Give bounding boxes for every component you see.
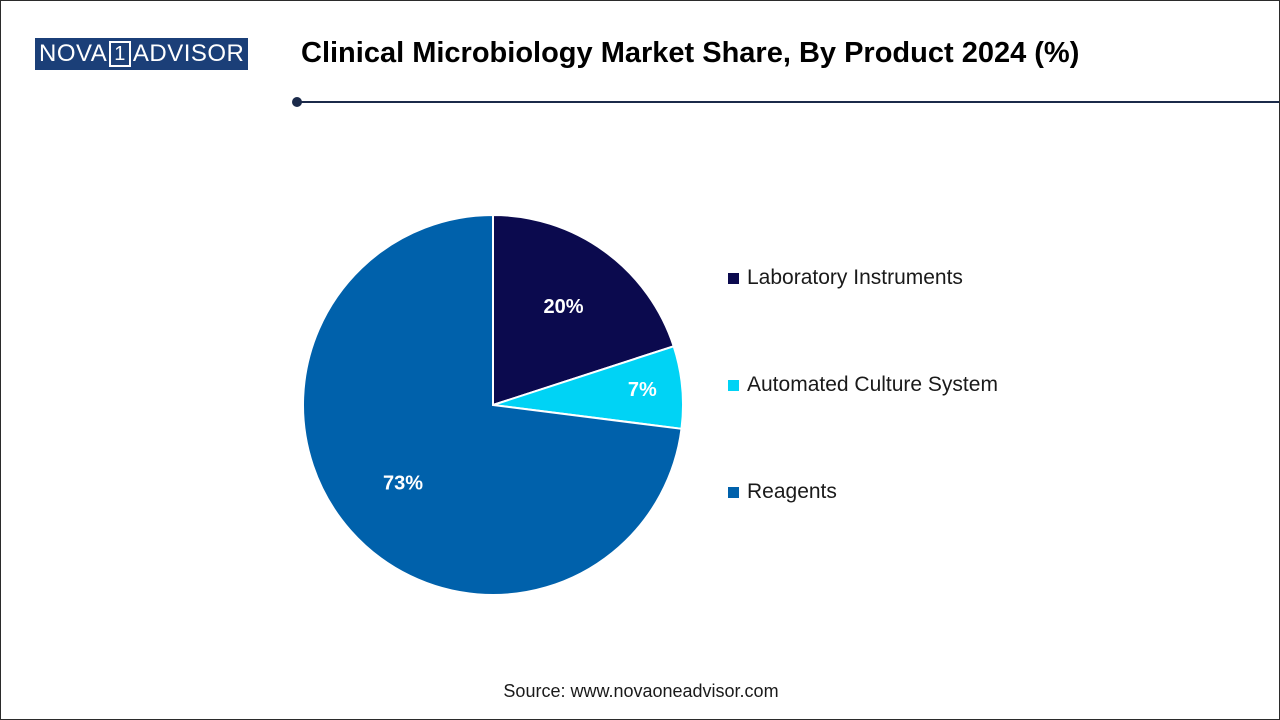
title-rule xyxy=(298,101,1279,103)
source-note: Source: www.novaoneadvisor.com xyxy=(503,681,779,701)
legend-label: Laboratory Instruments xyxy=(747,266,963,289)
legend-swatch xyxy=(728,379,739,391)
legend-item: Laboratory Instruments xyxy=(728,263,998,293)
logo-text-nova: NOVA xyxy=(39,40,108,67)
pie-slice-reagents xyxy=(301,213,683,596)
pie-slice-laboratory-instruments xyxy=(492,213,675,407)
logo-text-advisor: ADVISOR xyxy=(132,40,245,67)
logo-text-one: 1 xyxy=(109,41,131,67)
chart-title: Clinical Microbiology Market Share, By P… xyxy=(301,37,1080,69)
pie-data-labels: 20% 7% 73% xyxy=(383,296,657,494)
legend-swatch xyxy=(728,272,739,284)
chart-legend: Laboratory Instruments Automated Culture … xyxy=(728,263,998,584)
legend-label: Automated Culture System xyxy=(747,373,998,396)
pie-data-label: 20% xyxy=(544,296,584,318)
legend-item: Automated Culture System xyxy=(728,370,998,400)
legend-item: Reagents xyxy=(728,477,998,507)
pie-data-label: 7% xyxy=(628,379,657,401)
legend-swatch xyxy=(728,486,739,498)
pie-data-label: 73% xyxy=(383,473,423,495)
pie-slices xyxy=(301,213,684,596)
legend-label: Reagents xyxy=(747,480,837,503)
brand-logo: NOVA 1 ADVISOR xyxy=(35,38,249,70)
title-rule-dot xyxy=(292,97,302,107)
